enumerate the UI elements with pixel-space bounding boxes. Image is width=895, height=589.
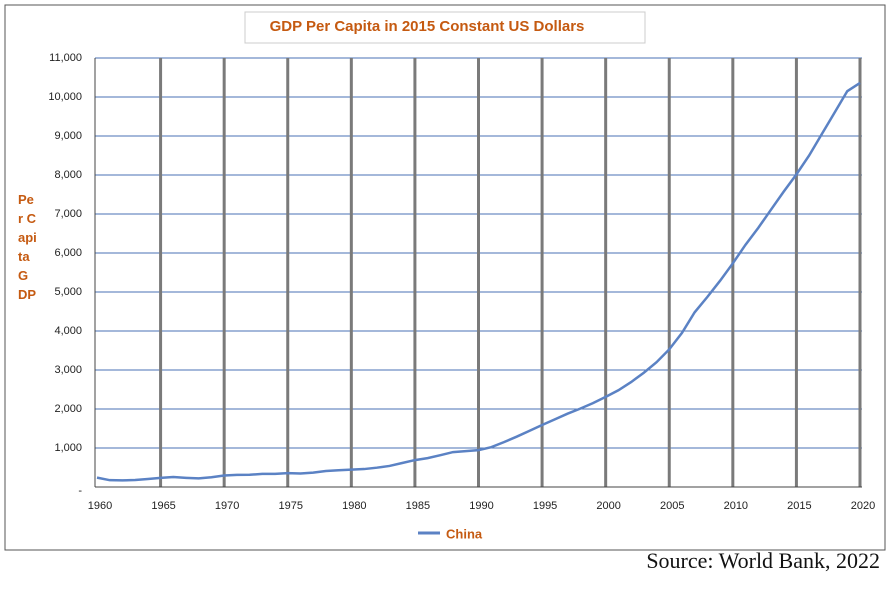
x-tick-label: 1975 [279,500,303,512]
y-tick-label: - [78,485,82,497]
y-tick-label: 11,000 [49,52,82,64]
x-tick-label: 1985 [406,500,430,512]
x-tick-label: 1960 [88,500,112,512]
x-tick-label: 1965 [151,500,175,512]
y-tick-label: 9,000 [54,130,82,142]
y-tick-label: 6,000 [54,247,82,259]
y-tick-label: 3,000 [54,364,82,376]
source-note: Source: World Bank, 2022 [646,548,880,573]
y-tick-label: 5,000 [54,286,82,298]
y-axis-title-box: Per Capita GDP [18,192,37,302]
x-tick-label: 1995 [533,500,557,512]
y-tick-label: 10,000 [48,91,82,103]
x-tick-label: 1990 [469,500,493,512]
y-tick-label: 7,000 [54,208,82,220]
legend-label: China [446,526,483,541]
title-box [244,11,646,44]
y-axis-title: Per Capita GDP [18,192,37,302]
chart-frame [4,4,886,551]
x-tick-label: 1970 [215,500,239,512]
y-tick-label: 2,000 [54,403,82,415]
x-tick-label: 2015 [787,500,811,512]
y-tick-label: 4,000 [54,325,82,337]
x-tick-label: 1980 [342,500,366,512]
chart-title: GDP Per Capita in 2015 Constant US Dolla… [270,18,585,35]
x-tick-label: 2010 [724,500,748,512]
x-tick-label: 2000 [596,500,620,512]
y-tick-label: 1,000 [54,442,82,454]
x-tick-label: 2005 [660,500,684,512]
data-line [96,81,861,482]
x-tick-label: 2020 [851,500,875,512]
y-tick-label: 8,000 [54,169,82,181]
